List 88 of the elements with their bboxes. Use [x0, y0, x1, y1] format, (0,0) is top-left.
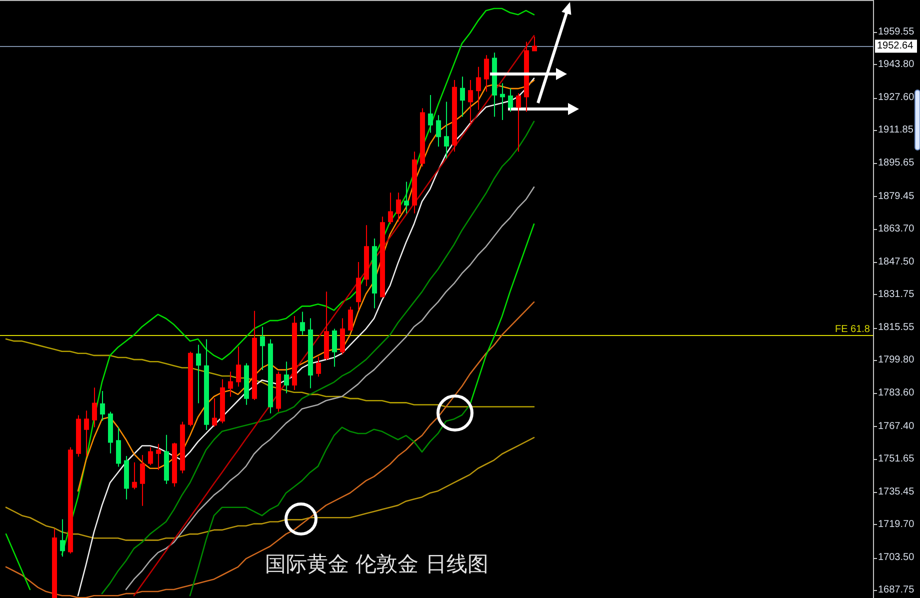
candlestick [228, 371, 233, 398]
candlestick [404, 181, 409, 214]
candlestick [420, 108, 425, 168]
candlestick [396, 192, 401, 222]
candlestick [412, 151, 417, 214]
candlestick [308, 318, 313, 389]
y-tick-label: 1863.70 [878, 223, 915, 234]
candlestick [436, 114, 441, 148]
y-tick-label: 1895.65 [878, 158, 915, 169]
y-tick-label: 1943.80 [878, 58, 915, 70]
candlestick [388, 192, 393, 225]
candlestick [196, 344, 201, 404]
ref-line-label: 1952.64 [877, 40, 914, 52]
annotation: 国际黄金 伦敦金 日线图 [265, 552, 488, 576]
candlestick [252, 310, 257, 400]
candlestick [332, 328, 337, 368]
candlestick [276, 371, 281, 412]
y-tick-label: 1703.50 [878, 552, 915, 564]
candlestick [372, 238, 377, 309]
line-series [125, 186, 535, 590]
candlestick [268, 338, 273, 414]
candlestick [76, 414, 81, 458]
candlestick [324, 291, 329, 360]
ref-line-label: FE 61.8 [834, 324, 870, 335]
candlestick [244, 362, 249, 406]
candlestick [172, 442, 177, 488]
candlestick [236, 346, 241, 388]
y-tick-label: 1751.65 [878, 453, 915, 464]
line-series [5, 301, 535, 598]
candlestick [428, 94, 433, 134]
y-tick-label: 1799.80 [878, 354, 915, 366]
y-tick-label: 1815.55 [878, 322, 915, 334]
y-tick-label: 1927.60 [878, 92, 915, 104]
candlestick [492, 52, 497, 118]
candlestick [532, 36, 537, 52]
candlestick [476, 66, 481, 110]
y-tick-label: 1767.40 [878, 420, 915, 432]
line-series [5, 338, 535, 408]
candlestick [340, 318, 345, 355]
candlestick [52, 528, 57, 598]
candlestick [212, 398, 217, 428]
candlestick [100, 390, 105, 422]
candlestick [156, 443, 161, 471]
y-tick-label: 1959.55 [878, 26, 915, 38]
y-tick-label: 1911.85 [878, 124, 914, 136]
candlestick [92, 387, 97, 428]
y-tick-label: 1687.75 [878, 584, 915, 596]
candlestick [300, 311, 305, 336]
candlestick [140, 454, 145, 506]
line-series [61, 8, 535, 556]
candlestick [292, 316, 297, 390]
line-series [5, 533, 31, 590]
candlestick [260, 326, 265, 371]
candlestick [348, 306, 353, 332]
line-series [5, 436, 535, 541]
candlestick [460, 76, 465, 118]
candlestick [284, 361, 289, 394]
y-tick-label: 1847.50 [878, 256, 915, 268]
y-tick-label: 1879.45 [878, 190, 915, 202]
candlestick [516, 92, 521, 152]
y-tick-label: 1719.70 [878, 518, 915, 530]
candlestick [484, 54, 489, 92]
candlestick [444, 101, 449, 159]
candlestick [68, 446, 73, 554]
candlestick [116, 426, 121, 468]
candlestick [108, 411, 113, 454]
candlestick [204, 338, 209, 430]
y-tick-label: 1735.45 [878, 486, 915, 498]
candlestick [452, 79, 457, 152]
candlestick [380, 216, 385, 298]
candlestick [188, 351, 193, 427]
candlestick [132, 462, 137, 490]
candlestick [500, 82, 505, 120]
candlestick [164, 434, 169, 484]
candlestick [148, 446, 153, 466]
candlestick [468, 79, 473, 124]
line-series [133, 34, 535, 596]
candlestick [84, 410, 89, 457]
candlestick [316, 356, 321, 378]
candlestick [60, 518, 65, 558]
y-tick-label: 1831.75 [878, 288, 915, 300]
y-tick-label: 1783.60 [878, 388, 915, 399]
candlestick [180, 421, 185, 474]
candlestick [508, 88, 513, 112]
candlestick [124, 456, 129, 500]
candlestick [220, 378, 225, 424]
candlestick [364, 224, 369, 287]
candlestick [356, 262, 361, 311]
